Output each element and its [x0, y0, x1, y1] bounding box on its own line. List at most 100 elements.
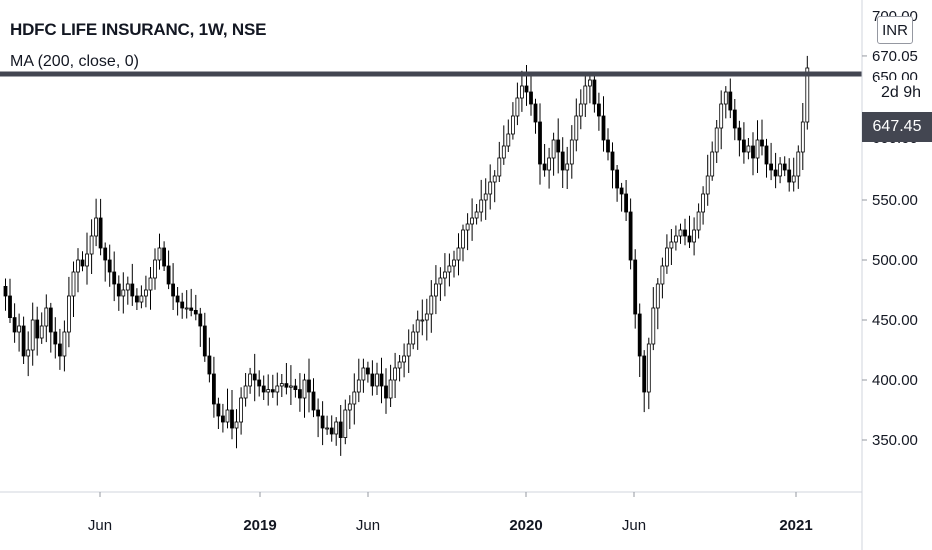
candlestick-series — [3, 55, 810, 456]
candle — [325, 415, 330, 435]
chart-legend-indicator[interactable]: MA (200, close, 0) — [10, 53, 139, 70]
candle — [701, 186, 705, 225]
candle — [225, 388, 230, 429]
candle — [338, 405, 343, 456]
candle — [800, 103, 805, 170]
candle — [515, 82, 520, 126]
candle — [266, 374, 271, 406]
candle — [565, 146, 570, 189]
candle — [171, 263, 176, 310]
candle — [58, 328, 62, 370]
time-axis[interactable]: Jun 2019 Jun 2020 Jun 2021 — [88, 492, 813, 534]
candle — [17, 313, 22, 352]
candle — [71, 261, 76, 317]
candle — [420, 299, 425, 336]
candle — [85, 232, 89, 285]
price-tick-label: 350.00 — [872, 432, 918, 449]
bar-countdown-label: 2d 9h — [877, 80, 925, 106]
candle — [542, 144, 547, 177]
candle — [773, 152, 778, 189]
candle — [529, 71, 533, 116]
time-tick-label: 2020 — [509, 517, 542, 534]
candle — [742, 122, 746, 164]
candle — [157, 233, 162, 270]
candle — [76, 248, 80, 293]
candle — [62, 320, 67, 372]
candle — [556, 118, 561, 174]
candle — [279, 374, 284, 397]
candle — [202, 312, 207, 362]
candle — [8, 278, 12, 323]
candle — [153, 248, 157, 290]
candle — [284, 363, 289, 395]
candle — [501, 125, 506, 165]
candle — [26, 331, 31, 377]
candle — [356, 358, 361, 403]
candle — [148, 267, 153, 310]
candle — [723, 86, 728, 119]
candle — [601, 96, 606, 152]
time-tick-label: 2021 — [779, 517, 812, 534]
candle — [302, 373, 307, 418]
candle — [719, 90, 724, 150]
candle — [384, 368, 388, 414]
candle — [610, 142, 615, 189]
candle — [755, 120, 760, 173]
candle — [651, 287, 656, 351]
candle — [316, 398, 321, 438]
candle — [112, 251, 117, 302]
moving-average-line — [0, 71, 862, 77]
candle — [393, 352, 398, 398]
candle — [3, 278, 8, 311]
candle — [737, 120, 742, 157]
candle — [447, 253, 452, 287]
candle — [103, 242, 108, 282]
candle — [343, 399, 348, 445]
candle — [456, 233, 461, 276]
candle — [220, 403, 225, 433]
candle — [329, 415, 334, 442]
candle — [497, 141, 502, 182]
candle — [791, 157, 796, 192]
candle — [637, 303, 642, 377]
candle — [234, 409, 239, 449]
candle — [198, 307, 203, 347]
candle — [583, 76, 588, 117]
candle — [230, 390, 234, 440]
candle — [162, 241, 167, 271]
candle — [53, 317, 58, 359]
candle — [411, 324, 416, 350]
candle — [270, 374, 275, 398]
candle — [465, 213, 470, 251]
time-tick-label: Jun — [356, 517, 380, 534]
candle — [665, 234, 669, 274]
candle — [488, 164, 493, 210]
candle — [370, 360, 375, 396]
price-axis[interactable]: 550.00500.00450.00400.00350.00700.00650.… — [862, 8, 918, 449]
candle — [606, 128, 610, 161]
currency-button[interactable]: INR — [877, 16, 913, 44]
candle — [67, 276, 71, 348]
candle — [461, 224, 465, 262]
candle — [211, 356, 216, 418]
candle — [492, 170, 497, 203]
candle — [293, 378, 298, 398]
time-tick-label: 2019 — [243, 517, 276, 534]
candle — [130, 263, 135, 306]
candle — [669, 229, 674, 265]
candle — [134, 288, 139, 310]
candle — [705, 154, 710, 206]
candle — [782, 156, 787, 177]
candle — [796, 145, 801, 189]
candle — [116, 275, 121, 311]
candle — [275, 372, 280, 406]
price-tick-label: 400.00 — [872, 372, 918, 389]
candle — [248, 367, 253, 394]
candle — [166, 250, 171, 290]
high-price-label: 670.05 — [872, 48, 918, 65]
candle — [710, 141, 715, 181]
candle — [760, 119, 764, 156]
candle — [424, 298, 429, 341]
candle — [39, 312, 44, 344]
